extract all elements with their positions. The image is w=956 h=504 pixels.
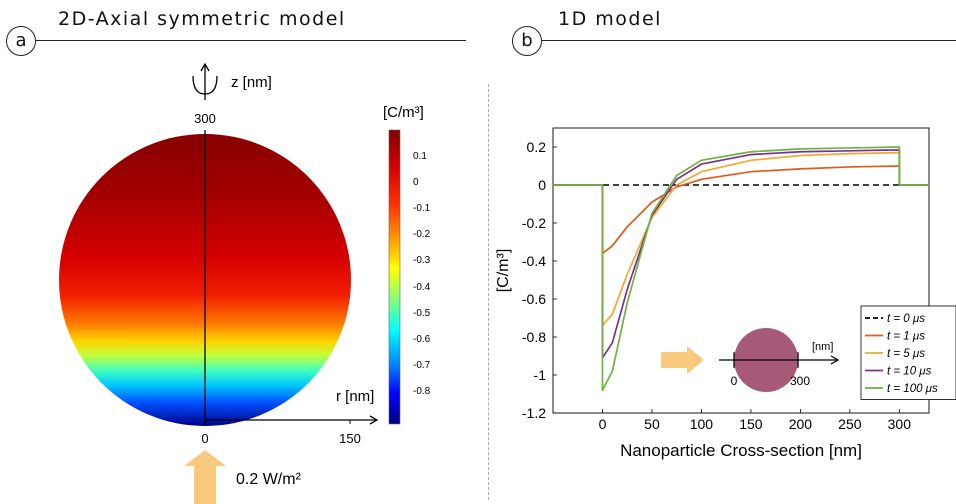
legend-label: t = 10 μs — [887, 366, 932, 378]
y-tick-label: -0.8 — [522, 329, 546, 345]
colorbar-ticks: 0.1 0 -0.1 -0.2 -0.3 -0.4 -0.5 -0.6 -0.7… — [413, 151, 431, 397]
inset-arrow-icon — [661, 346, 704, 374]
inset-label-end: 300 — [790, 374, 810, 388]
x-tick-label: 100 — [690, 416, 714, 432]
line-chart: 0 50 100 150 200 250 300 -1.2 -1 -0.8 -0.6 -0.4 -0.2… — [495, 127, 956, 460]
r-tick-150: 150 — [339, 431, 361, 446]
z-axis-label: z [nm] — [231, 74, 272, 91]
panel-divider — [488, 84, 489, 500]
colorbar-tick: -0.7 — [413, 360, 431, 371]
legend-label: t = 5 μs — [887, 348, 925, 360]
series-line-1 — [553, 165, 929, 255]
z-top-tick: 300 — [194, 111, 216, 126]
colorbar-unit: [C/m³] — [383, 104, 424, 121]
y-tick-label: -0.4 — [522, 253, 546, 269]
y-tick-label: -1 — [534, 367, 547, 383]
plot-frame — [552, 127, 930, 414]
x-axis-label: Nanoparticle Cross-section [nm] — [620, 441, 862, 460]
colorbar-tick: -0.2 — [413, 229, 431, 240]
panel-a-title: 2D-Axial symmetric model — [58, 8, 346, 30]
panel-b-title: 1D model — [558, 8, 662, 30]
y-tick-label: 0.2 — [527, 139, 547, 155]
legend-label: t = 100 μs — [887, 383, 938, 395]
axial-model-figure: z [nm] 300 r [nm] 0 150 [C/m³] 0.1 0 -0.… — [59, 62, 431, 504]
colorbar-tick: 0 — [413, 177, 419, 188]
r-axis-label: r [nm] — [336, 388, 374, 405]
panel-b-rule — [542, 40, 956, 41]
series-line-4 — [553, 146, 929, 392]
inset-unit: [nm] — [812, 341, 833, 353]
colorbar-tick: -0.4 — [413, 282, 431, 293]
panel-a-rule — [36, 40, 466, 41]
colorbar-tick: -0.1 — [413, 203, 431, 214]
x-tick-label: 150 — [739, 416, 763, 432]
legend-label: t = 0 μs — [887, 313, 925, 325]
colorbar-tick: -0.5 — [413, 308, 431, 319]
y-tick-label: 0 — [538, 177, 546, 193]
colorbar-tick: -0.8 — [413, 386, 431, 397]
y-axis-label: [C/m³] — [495, 249, 512, 293]
rotation-symbol-icon — [192, 62, 218, 100]
panel-b-letter: b — [512, 26, 542, 56]
r-tick-0: 0 — [201, 431, 208, 446]
inset-axis-arrowhead — [830, 355, 840, 365]
x-tick-label: 200 — [789, 416, 813, 432]
input-power-label: 0.2 W/m² — [236, 471, 302, 488]
colorbar — [388, 129, 401, 425]
r-axis-arrowhead — [369, 415, 379, 425]
series-line-3 — [553, 149, 929, 359]
panel-a-letter: a — [6, 26, 36, 56]
colorbar-tick: -0.3 — [413, 255, 431, 266]
inset-label-start: 0 — [731, 374, 738, 388]
x-tick-label: 0 — [599, 416, 607, 432]
x-tick-label: 300 — [888, 416, 912, 432]
x-tick-label: 250 — [838, 416, 862, 432]
input-arrow-icon — [184, 450, 226, 504]
colorbar-tick: 0.1 — [413, 151, 427, 162]
y-tick-label: -0.2 — [522, 215, 546, 231]
y-tick-label: -1.2 — [522, 405, 546, 421]
legend-label: t = 1 μs — [887, 331, 925, 343]
y-tick-label: -0.6 — [522, 291, 546, 307]
series-line-2 — [553, 151, 929, 327]
x-tick-label: 50 — [644, 416, 660, 432]
colorbar-tick: -0.6 — [413, 334, 431, 345]
